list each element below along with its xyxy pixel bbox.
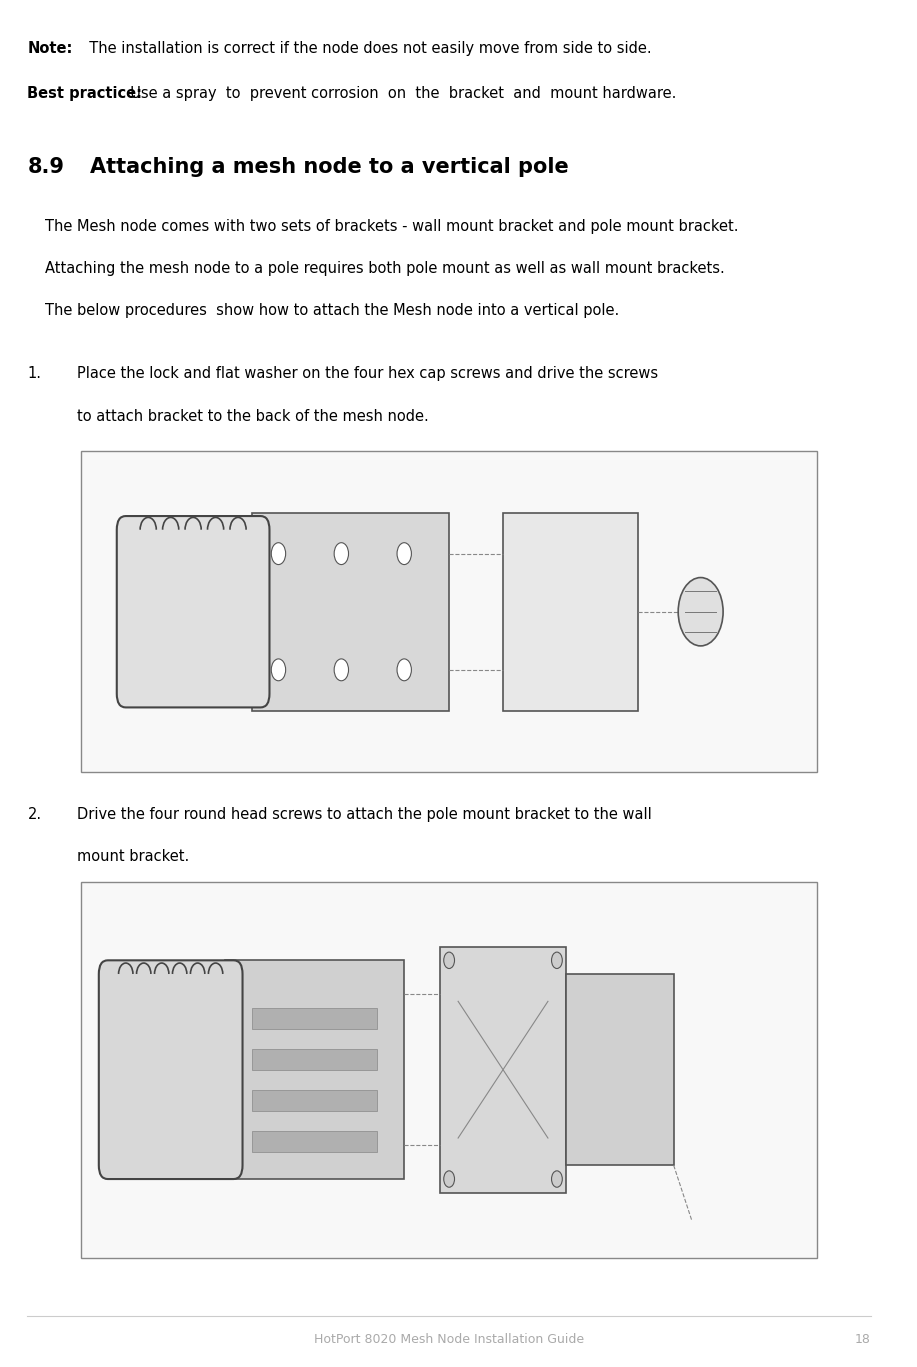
Text: Place the lock and flat washer on the four hex cap screws and drive the screws: Place the lock and flat washer on the fo… bbox=[77, 366, 658, 381]
Circle shape bbox=[397, 543, 412, 565]
FancyBboxPatch shape bbox=[566, 973, 674, 1165]
Text: The below procedures  show how to attach the Mesh node into a vertical pole.: The below procedures show how to attach … bbox=[46, 303, 620, 319]
Circle shape bbox=[551, 953, 562, 969]
FancyBboxPatch shape bbox=[99, 961, 242, 1178]
Text: Best practice:: Best practice: bbox=[28, 86, 142, 101]
Circle shape bbox=[271, 659, 286, 681]
Text: to attach bracket to the back of the mesh node.: to attach bracket to the back of the mes… bbox=[77, 409, 428, 424]
Circle shape bbox=[444, 953, 455, 969]
FancyBboxPatch shape bbox=[251, 1091, 377, 1111]
Circle shape bbox=[679, 578, 724, 647]
Text: The installation is correct if the node does not easily move from side to side.: The installation is correct if the node … bbox=[80, 41, 651, 56]
Text: 2.: 2. bbox=[28, 807, 41, 822]
Text: 1.: 1. bbox=[28, 366, 41, 381]
Text: Drive the four round head screws to attach the pole mount bracket to the wall: Drive the four round head screws to atta… bbox=[77, 807, 652, 822]
Text: HotPort 8020 Mesh Node Installation Guide: HotPort 8020 Mesh Node Installation Guid… bbox=[314, 1333, 584, 1346]
Text: 8.9: 8.9 bbox=[28, 157, 64, 178]
Text: The Mesh node comes with two sets of brackets - wall mount bracket and pole moun: The Mesh node comes with two sets of bra… bbox=[46, 219, 739, 234]
Text: Attaching the mesh node to a pole requires both pole mount as well as wall mount: Attaching the mesh node to a pole requir… bbox=[46, 261, 725, 276]
Text: Attaching a mesh node to a vertical pole: Attaching a mesh node to a vertical pole bbox=[90, 157, 569, 178]
FancyBboxPatch shape bbox=[225, 961, 404, 1178]
FancyBboxPatch shape bbox=[81, 451, 817, 772]
Circle shape bbox=[334, 659, 348, 681]
Text: mount bracket.: mount bracket. bbox=[77, 849, 189, 864]
Circle shape bbox=[271, 543, 286, 565]
FancyBboxPatch shape bbox=[81, 882, 817, 1258]
Circle shape bbox=[444, 1170, 455, 1187]
Circle shape bbox=[334, 543, 348, 565]
FancyBboxPatch shape bbox=[503, 513, 637, 711]
FancyBboxPatch shape bbox=[251, 1009, 377, 1029]
Circle shape bbox=[397, 659, 412, 681]
FancyBboxPatch shape bbox=[251, 513, 449, 711]
Text: Note:: Note: bbox=[28, 41, 72, 56]
FancyBboxPatch shape bbox=[251, 1132, 377, 1151]
FancyBboxPatch shape bbox=[440, 947, 566, 1192]
Text: Use a spray  to  prevent corrosion  on  the  bracket  and  mount hardware.: Use a spray to prevent corrosion on the … bbox=[121, 86, 676, 101]
FancyBboxPatch shape bbox=[251, 1050, 377, 1070]
FancyBboxPatch shape bbox=[116, 517, 270, 708]
Circle shape bbox=[551, 1170, 562, 1187]
Text: 18: 18 bbox=[855, 1333, 871, 1346]
